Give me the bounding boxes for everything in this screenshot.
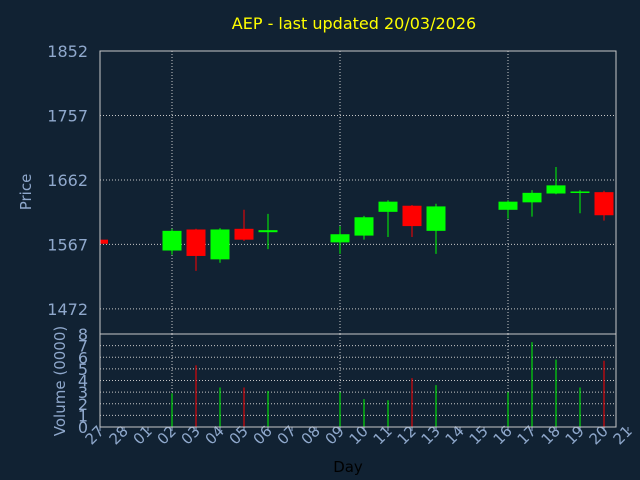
candle <box>186 228 206 271</box>
candle-body <box>186 229 206 256</box>
x-tick-label: 03 <box>178 422 204 448</box>
volume-axis-label: Volume (0000) <box>51 326 69 436</box>
candle-body <box>594 192 614 216</box>
candle-body <box>402 205 422 227</box>
volume-tick-label: 6 <box>78 348 88 367</box>
x-tick-label: 16 <box>490 422 516 448</box>
candle <box>594 190 614 221</box>
candle-body <box>498 201 518 210</box>
x-tick-label: 06 <box>250 422 276 448</box>
x-tick-label: 18 <box>538 422 564 448</box>
price-tick-label: 1567 <box>47 235 88 254</box>
candle-body <box>100 239 108 244</box>
volume-panel-frame <box>99 333 617 428</box>
candle-body <box>258 230 278 233</box>
candle <box>354 215 374 240</box>
candle <box>426 203 446 254</box>
candle-body <box>234 228 254 240</box>
candle-body <box>522 192 542 203</box>
volume-series <box>171 342 605 427</box>
price-tick-label: 1472 <box>47 300 88 319</box>
candle <box>234 209 254 242</box>
candle <box>378 200 398 237</box>
candlestick-series <box>99 167 614 271</box>
candle <box>522 190 542 217</box>
candle-body <box>162 230 182 251</box>
volume-tick-label: 8 <box>78 325 88 344</box>
candle <box>99 238 108 245</box>
volume-tick-label: 7 <box>78 337 88 356</box>
x-tick-label: 21 <box>610 422 636 448</box>
candle-body <box>570 191 590 193</box>
volume-tick-label: 4 <box>78 372 88 391</box>
candle <box>546 167 566 195</box>
candle-body <box>378 201 398 212</box>
x-axis-ticks: 2728010203040506070809101112131415161718… <box>82 422 636 448</box>
candle <box>570 190 590 214</box>
x-tick-label: 11 <box>370 422 396 448</box>
volume-tick-label: 3 <box>78 383 88 402</box>
price-tick-label: 1662 <box>47 171 88 190</box>
x-tick-label: 04 <box>202 422 228 448</box>
volume-tick-label: 5 <box>78 360 88 379</box>
candle-body <box>426 206 446 231</box>
price-axis-label: Price <box>17 174 35 211</box>
x-tick-label: 20 <box>586 422 612 448</box>
candle-body <box>546 185 566 194</box>
volume-grid <box>100 333 616 428</box>
x-tick-label: 28 <box>106 422 132 448</box>
candle <box>258 213 278 250</box>
x-tick-label: 02 <box>154 422 180 448</box>
candle-body <box>330 234 350 243</box>
price-grid <box>100 50 616 334</box>
x-tick-label: 13 <box>418 422 444 448</box>
candle <box>498 200 518 219</box>
price-tick-label: 1852 <box>47 42 88 61</box>
x-tick-label: 15 <box>466 422 492 448</box>
volume-tick-label: 1 <box>78 406 88 425</box>
x-tick-label: 12 <box>394 422 420 448</box>
x-tick-label: 17 <box>514 422 540 448</box>
x-tick-label: 08 <box>298 422 324 448</box>
candle-body <box>354 217 374 236</box>
chart-title: AEP - last updated 20/03/2026 <box>232 14 476 33</box>
candle-body <box>210 229 230 260</box>
volume-tick-label: 0 <box>78 418 88 437</box>
x-tick-label: 19 <box>562 422 588 448</box>
volume-tick-label: 2 <box>78 395 88 414</box>
x-tick-label: 10 <box>346 422 372 448</box>
candle <box>402 205 422 237</box>
candle <box>330 226 350 254</box>
price-panel-frame <box>99 50 617 335</box>
x-tick-label: 09 <box>322 422 348 448</box>
x-tick-label: 01 <box>130 422 156 448</box>
candle <box>210 228 230 263</box>
x-tick-label: 07 <box>274 422 300 448</box>
x-tick-label: 14 <box>442 422 468 448</box>
x-tick-label: 05 <box>226 422 252 448</box>
candle <box>162 228 182 255</box>
x-axis-label: Day <box>333 458 363 476</box>
price-axis-ticks: 1472 1567 1662 1757 1852 <box>47 42 88 319</box>
price-tick-label: 1757 <box>47 106 88 125</box>
